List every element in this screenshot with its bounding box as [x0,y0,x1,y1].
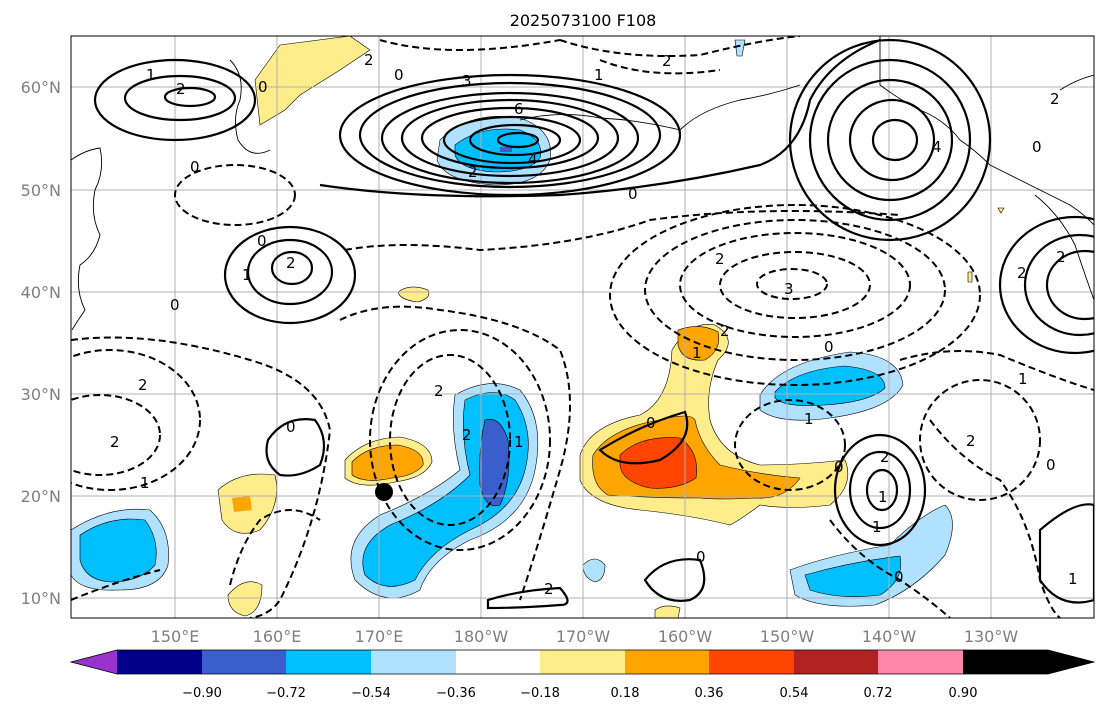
contour-label: 1 [1018,370,1028,388]
contour-label: 0 [190,158,200,176]
storm-position-marker [375,483,393,501]
contour-label: 6 [514,100,524,118]
colorbar-segment [794,650,878,674]
contour-label: 2 [434,382,444,400]
colorbar-tick: 0.90 [949,686,978,701]
colorbar-segment [625,650,709,674]
contour-label: 0 [286,418,296,436]
lat-label-20n: 20°N [21,487,61,506]
lon-label-160w: 160°W [658,627,713,646]
lon-label-180w: 180°W [454,627,509,646]
map-panel: 1 2 0 2 0 2 3 6 4 2 0 2 0 1 2 4 2 0 2 2 … [71,36,1094,618]
colorbar-segment [286,650,371,674]
contour-label: 2 [364,51,374,69]
contour-label: 0 [894,568,904,586]
contour-label: 0 [824,338,834,356]
latitude-labels: 60°N 50°N 40°N 30°N 20°N 10°N [21,78,61,608]
contour-label: 2 [544,580,554,598]
contour-label: 2 [966,432,976,450]
contour-label: 2 [715,250,725,268]
contour-label: 3 [462,72,472,90]
colorbar-tick-labels: −0.90 −0.72 −0.54 −0.36 −0.18 0.18 0.36 … [182,686,977,701]
colorbar-segment [71,650,117,674]
contour-label: 2 [462,426,472,444]
contour-label: 2 [720,322,730,340]
map-border [70,35,1095,619]
contour-label: 2 [468,163,478,181]
contour-label: 0 [394,66,404,84]
contour-label: 2 [176,80,186,98]
colorbar-segment [709,650,794,674]
contour-label: 4 [528,150,538,168]
shaded-anomaly-field [71,36,1005,618]
contour-label: 4 [932,138,942,156]
contour-label: 0 [258,78,268,96]
lon-label-170w: 170°W [556,627,611,646]
map-title: 2025073100 F108 [510,11,657,30]
colorbar-tick: 0.72 [864,686,893,701]
contour-label: 1 [594,66,604,84]
contour-label: 3 [784,280,794,298]
colorbar-segment [878,650,963,674]
contour-label: 0 [1032,138,1042,156]
positive-height-contours [93,38,1094,610]
lat-label-10n: 10°N [21,589,61,608]
contour-label: 0 [1046,456,1056,474]
lon-label-170e: 170°E [355,627,404,646]
contour-labels: 1 2 0 2 0 2 3 6 4 2 0 2 0 1 2 4 2 0 2 2 … [110,51,1078,598]
contour-label: 0 [170,296,180,314]
lon-label-140w: 140°W [862,627,917,646]
contour-label: 0 [628,185,638,203]
contour-label: 2 [1056,248,1066,266]
colorbar-tick: −0.36 [436,686,476,701]
colorbar-segment [540,650,625,674]
contour-label: 1 [692,344,702,362]
contour-label: 1 [140,474,150,492]
contour-label: 1 [146,66,156,84]
map-gridlines [71,36,1094,618]
lat-label-30n: 30°N [21,385,61,404]
contour-label: 2 [880,448,890,466]
colorbar-tick: 0.36 [695,686,724,701]
contour-label: 0 [696,548,706,566]
contour-label: 1 [878,488,888,506]
contour-label: 2 [662,52,672,70]
contour-label: 0 [257,232,267,250]
colorbar-segment [371,650,456,674]
contour-label: 1 [804,410,814,428]
contour-label: 1 [242,266,252,284]
colorbar-tick: 0.54 [780,686,809,701]
lat-label-40n: 40°N [21,283,61,302]
colorbar-segment [963,650,1094,674]
contour-label: 2 [138,376,148,394]
lon-label-160e: 160°E [253,627,302,646]
contour-label: 2 [110,433,120,451]
colorbar-tick: 0.18 [611,686,640,701]
lon-label-130w: 130°W [964,627,1019,646]
lat-label-60n: 60°N [21,78,61,97]
contour-label: 0 [646,414,656,432]
longitude-labels: 150°E 160°E 170°E 180°W 170°W 160°W 150°… [151,627,1019,646]
colorbar-segment [456,650,540,674]
lon-label-150w: 150°W [760,627,815,646]
colorbar-segment [117,650,202,674]
contour-label: 1 [1068,570,1078,588]
lat-label-50n: 50°N [21,181,61,200]
contour-label: 2 [286,254,296,272]
lon-label-150e: 150°E [151,627,200,646]
colorbar: −0.90 −0.72 −0.54 −0.36 −0.18 0.18 0.36 … [69,649,1096,701]
contour-label: 2 [1017,264,1027,282]
colorbar-tick: −0.54 [351,686,391,701]
contour-label: 1 [514,433,524,451]
colorbar-tick: −0.18 [520,686,560,701]
contour-label: 2 [1050,90,1060,108]
colorbar-segment [202,650,286,674]
contour-label: 0 [834,458,844,476]
colorbar-tick: −0.90 [182,686,222,701]
negative-height-contours [71,36,1094,618]
contour-label: 1 [872,518,882,536]
colorbar-tick: −0.72 [266,686,306,701]
